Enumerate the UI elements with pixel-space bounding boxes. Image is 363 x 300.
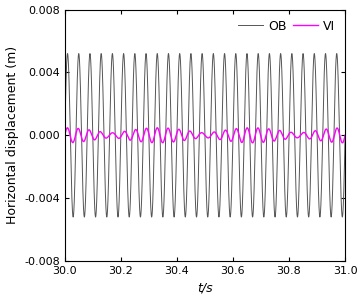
OB [228, 212, 233, 215]
OB [340, 215, 344, 219]
VI [270, 137, 275, 141]
VI [241, 139, 245, 143]
OB [241, 187, 245, 190]
VI [77, 127, 81, 131]
Line: VI: VI [65, 128, 345, 143]
OB [164, 106, 168, 110]
OB [65, 52, 70, 56]
VI [285, 135, 290, 138]
VI [155, 126, 159, 130]
VI [250, 141, 255, 145]
OB [62, 134, 67, 137]
X-axis label: t/s: t/s [197, 281, 213, 294]
VI [343, 134, 347, 137]
VI [164, 130, 168, 134]
OB [285, 193, 290, 196]
VI [62, 134, 67, 137]
Line: OB: OB [65, 54, 345, 217]
OB [270, 152, 275, 156]
OB [343, 134, 347, 137]
Legend: OB, VI: OB, VI [234, 16, 339, 36]
OB [77, 52, 81, 56]
Y-axis label: Horizontal displacement (m): Horizontal displacement (m) [5, 46, 19, 224]
VI [228, 140, 233, 143]
